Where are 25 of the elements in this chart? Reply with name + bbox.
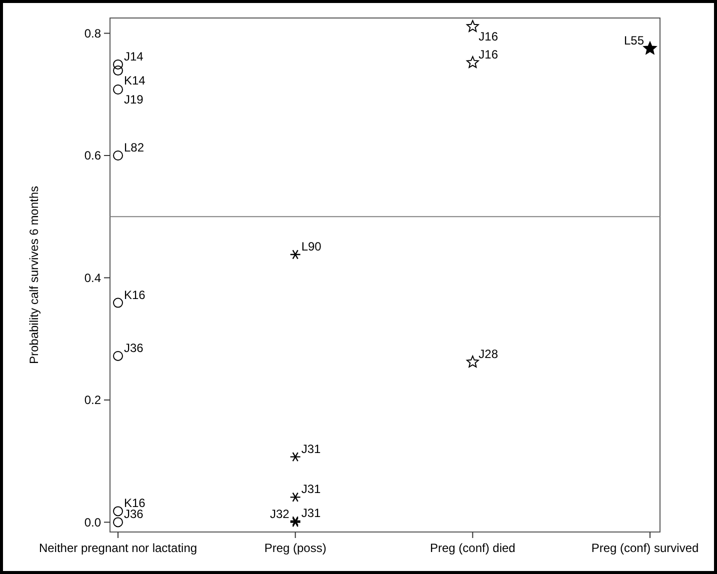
annotation: J16	[478, 48, 498, 62]
annotation: J32	[270, 507, 290, 522]
annotation: J31	[301, 442, 322, 456]
x-tick-label: Neither pregnant nor lactating	[38, 541, 198, 555]
annotation: K14	[124, 74, 146, 88]
annotation: L90	[301, 240, 322, 254]
y-axis-title: Probability calf survives 6 months	[27, 186, 41, 364]
x-tick-label: Preg (conf) survived	[591, 541, 699, 555]
annotation: J14	[124, 49, 144, 64]
annotation: J31	[301, 482, 322, 496]
y-tick-label: 0.6	[84, 148, 102, 163]
annotation: J19	[124, 92, 144, 107]
annotation: L82	[124, 140, 144, 155]
y-tick-label: 0.0	[84, 515, 102, 530]
annotation: L55	[624, 34, 644, 48]
x-tick-label: Preg (conf) died	[430, 541, 516, 555]
annotation: J28	[478, 347, 498, 362]
y-tick-label: 0.8	[84, 26, 102, 40]
y-tick-label: 0.4	[84, 270, 102, 285]
annotation: J31	[301, 506, 322, 520]
y-tick-label: 0.2	[84, 393, 102, 408]
x-tick-label: Preg (poss)	[264, 541, 326, 555]
annotation: J16	[478, 30, 498, 44]
annotation: J36	[124, 340, 144, 355]
annotation: K16	[124, 288, 146, 302]
